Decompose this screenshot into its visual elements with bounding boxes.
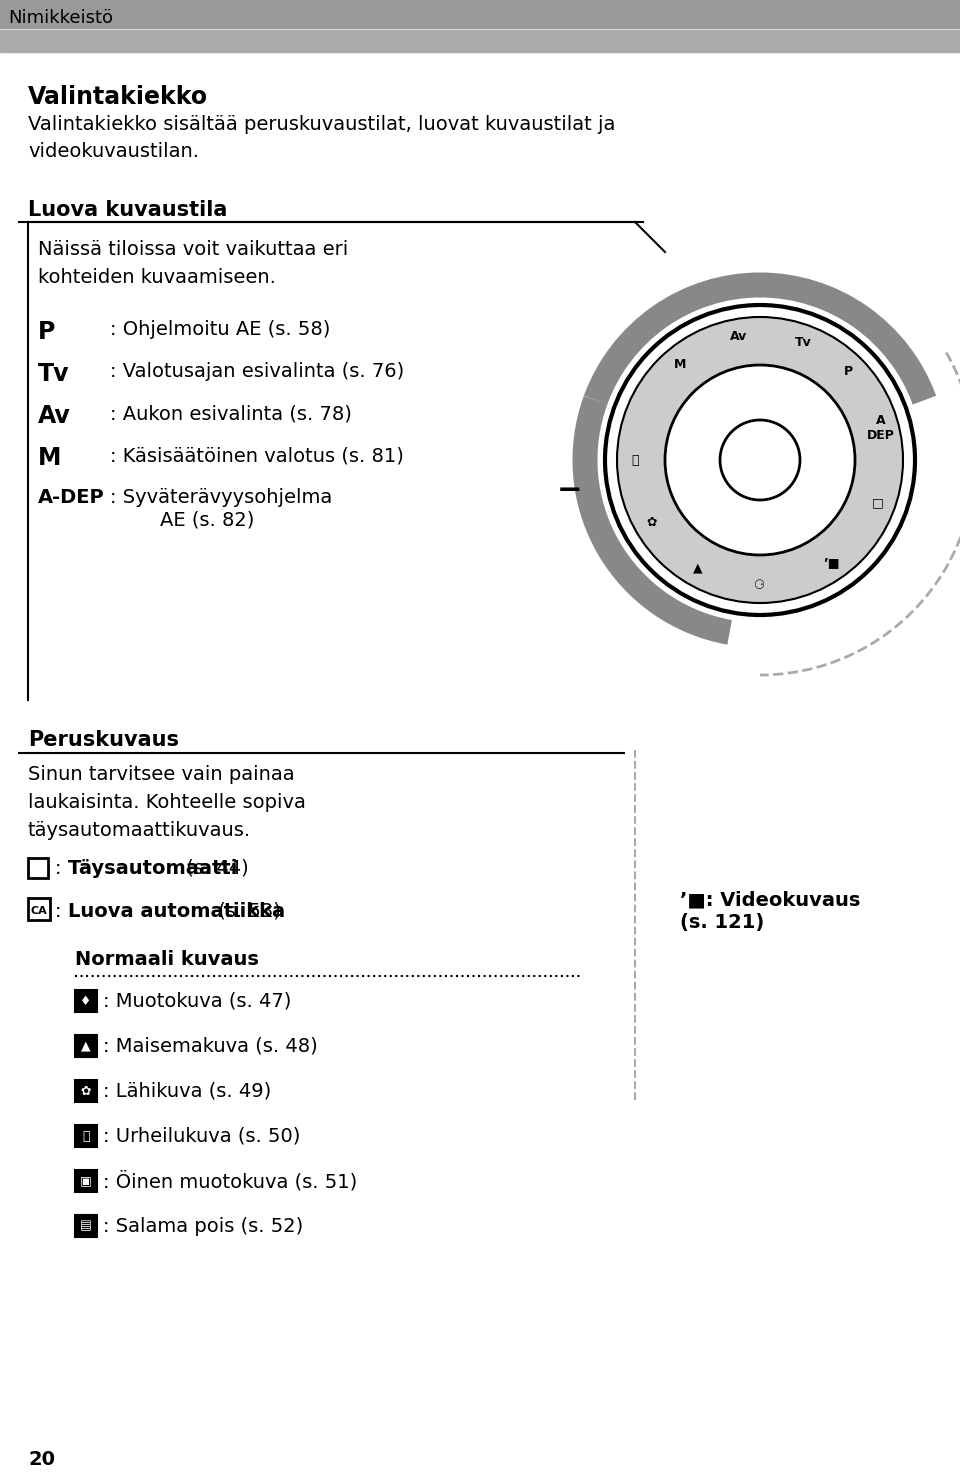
Text: M: M (674, 358, 685, 371)
Text: : Lähikuva (s. 49): : Lähikuva (s. 49) (103, 1082, 272, 1101)
Text: ♦: ♦ (81, 995, 91, 1008)
Text: 20: 20 (28, 1450, 55, 1470)
Text: : Ohjelmoitu AE (s. 58): : Ohjelmoitu AE (s. 58) (110, 320, 330, 339)
Text: : Käsisäätöinen valotus (s. 81): : Käsisäätöinen valotus (s. 81) (110, 445, 404, 465)
Text: (s. 53): (s. 53) (212, 901, 281, 921)
Text: ’■: ’■ (824, 556, 840, 568)
FancyBboxPatch shape (75, 1215, 97, 1237)
Text: ▤: ▤ (80, 1220, 92, 1233)
Bar (0, 30, 960, 52)
Text: Tv: Tv (38, 363, 69, 386)
Text: : Muotokuva (s. 47): : Muotokuva (s. 47) (103, 992, 292, 1011)
FancyBboxPatch shape (75, 990, 97, 1012)
Text: A-DEP: A-DEP (38, 488, 105, 508)
Text: ⛹: ⛹ (83, 1129, 89, 1143)
FancyBboxPatch shape (75, 1080, 97, 1103)
Text: : Öinen muotokuva (s. 51): : Öinen muotokuva (s. 51) (103, 1171, 357, 1191)
FancyBboxPatch shape (28, 898, 50, 921)
Text: CA: CA (31, 906, 47, 916)
Text: ✿: ✿ (81, 1085, 91, 1098)
Text: Valintakiekko: Valintakiekko (28, 84, 208, 110)
Text: ✿: ✿ (646, 517, 657, 528)
Text: □: □ (872, 496, 883, 509)
Text: : Urheilukuva (s. 50): : Urheilukuva (s. 50) (103, 1126, 300, 1146)
Text: (s. 44): (s. 44) (180, 858, 249, 878)
Bar (0, 0, 960, 28)
FancyBboxPatch shape (75, 1125, 97, 1147)
Text: Peruskuvaus: Peruskuvaus (28, 730, 179, 750)
Text: :: : (55, 858, 61, 878)
Text: Nimikkeistö: Nimikkeistö (8, 9, 113, 27)
Circle shape (617, 317, 903, 602)
Text: Luova automatiikka: Luova automatiikka (68, 901, 285, 921)
Text: ▲: ▲ (693, 562, 703, 574)
Text: ⛹: ⛹ (632, 453, 638, 466)
Text: A
DEP: A DEP (867, 413, 895, 441)
Text: Sinun tarvitsee vain painaa
laukaisinta. Kohteelle sopiva
täysautomaattikuvaus.: Sinun tarvitsee vain painaa laukaisinta.… (28, 765, 306, 841)
FancyBboxPatch shape (75, 1171, 97, 1191)
Text: :: : (55, 901, 61, 921)
Text: Av: Av (38, 404, 71, 428)
Text: Täysautomaatti: Täysautomaatti (68, 858, 238, 878)
Text: Luova kuvaustila: Luova kuvaustila (28, 200, 228, 221)
Text: Näissä tiloissa voit vaikuttaa eri
kohteiden kuvaamiseen.: Näissä tiloissa voit vaikuttaa eri kohte… (38, 240, 348, 287)
Text: ▣: ▣ (80, 1175, 92, 1187)
Text: : Syväterävyysohjelma
        AE (s. 82): : Syväterävyysohjelma AE (s. 82) (110, 488, 332, 528)
Text: : Aukon esivalinta (s. 78): : Aukon esivalinta (s. 78) (110, 404, 352, 423)
Text: Tv: Tv (794, 336, 811, 349)
Circle shape (720, 420, 800, 500)
Text: −: − (557, 475, 583, 505)
Text: ▲: ▲ (82, 1039, 91, 1052)
FancyBboxPatch shape (75, 1035, 97, 1057)
Text: Normaali kuvaus: Normaali kuvaus (75, 950, 259, 969)
Text: ⚆: ⚆ (755, 579, 766, 592)
Text: ’■: Videokuvaus
(s. 121): ’■: Videokuvaus (s. 121) (680, 891, 860, 931)
Text: P: P (844, 366, 852, 377)
Text: : Valotusajan esivalinta (s. 76): : Valotusajan esivalinta (s. 76) (110, 363, 404, 380)
Text: Av: Av (730, 330, 747, 343)
Text: : Salama pois (s. 52): : Salama pois (s. 52) (103, 1217, 303, 1236)
Text: M: M (38, 445, 61, 471)
Text: Valintakiekko sisältää peruskuvaustilat, luovat kuvaustilat ja
videokuvaustilan.: Valintakiekko sisältää peruskuvaustilat,… (28, 115, 615, 160)
Text: P: P (38, 320, 56, 343)
FancyBboxPatch shape (28, 858, 48, 878)
Circle shape (665, 366, 855, 555)
Text: : Maisemakuva (s. 48): : Maisemakuva (s. 48) (103, 1036, 318, 1055)
